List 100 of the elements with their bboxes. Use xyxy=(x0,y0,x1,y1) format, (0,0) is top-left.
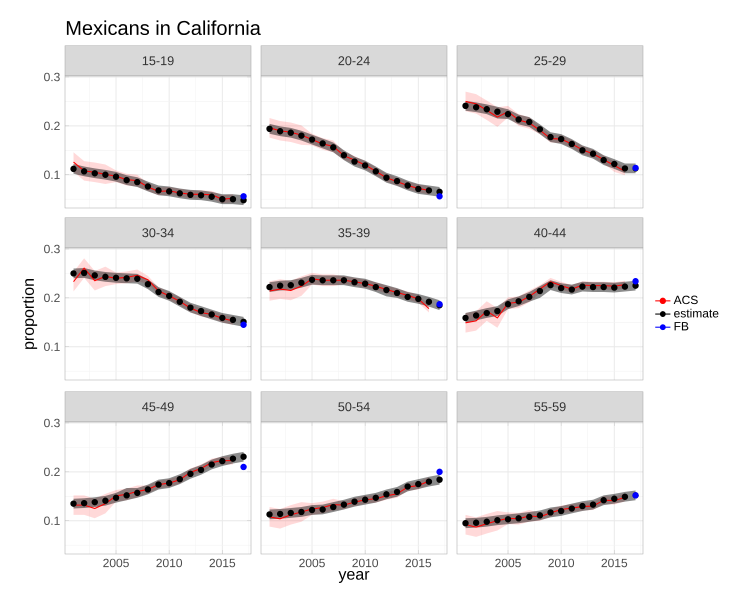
point xyxy=(426,187,432,194)
legend-label: FB xyxy=(674,322,688,330)
point xyxy=(504,110,512,118)
legend-label: estimate xyxy=(674,308,718,318)
point xyxy=(198,192,204,198)
point xyxy=(426,298,432,305)
point xyxy=(494,308,501,314)
chart-title: 55-59 xyxy=(534,402,566,412)
point xyxy=(102,498,109,504)
y-tick-label: 0.1 xyxy=(44,342,60,352)
point xyxy=(494,108,501,115)
point xyxy=(288,510,294,516)
point xyxy=(351,158,358,165)
y-axis-title: proportion xyxy=(22,279,38,349)
point xyxy=(266,511,273,518)
point xyxy=(590,150,596,157)
point xyxy=(558,136,564,142)
point xyxy=(330,504,336,510)
chart-title: 15-19 xyxy=(142,56,174,66)
point xyxy=(70,166,77,172)
chart-title: 45-49 xyxy=(142,402,174,412)
point xyxy=(319,506,326,513)
point xyxy=(600,497,607,504)
point xyxy=(276,510,284,518)
point xyxy=(70,270,77,277)
point xyxy=(372,494,379,501)
point xyxy=(187,192,194,198)
point xyxy=(144,486,152,493)
point xyxy=(590,501,596,508)
point xyxy=(166,292,172,300)
point xyxy=(134,490,140,496)
point xyxy=(579,502,586,510)
point xyxy=(568,140,575,148)
point xyxy=(319,140,326,147)
point xyxy=(404,294,411,300)
point xyxy=(298,508,305,516)
point xyxy=(319,277,326,284)
point xyxy=(70,500,77,507)
point xyxy=(504,516,512,522)
point xyxy=(166,188,172,195)
point xyxy=(330,277,336,284)
point xyxy=(240,193,247,200)
y-tick-label: 0.3 xyxy=(44,244,60,254)
point xyxy=(494,517,501,524)
point xyxy=(102,172,109,178)
point xyxy=(462,102,469,110)
point xyxy=(547,134,554,140)
point xyxy=(240,322,247,328)
point xyxy=(404,483,411,490)
point xyxy=(611,284,618,291)
text: Mexicans in California xyxy=(66,20,261,36)
point xyxy=(383,491,390,498)
y-tick-label: 0.2 xyxy=(44,122,60,130)
point xyxy=(340,152,348,158)
point xyxy=(622,494,628,500)
x-axis-title: year xyxy=(338,571,370,583)
point xyxy=(155,481,162,488)
point xyxy=(394,290,400,296)
chart-title: 20-24 xyxy=(338,56,370,66)
point xyxy=(536,512,544,519)
point xyxy=(340,277,348,284)
point xyxy=(80,168,88,175)
point xyxy=(547,282,554,288)
point xyxy=(166,480,172,486)
point xyxy=(92,498,98,506)
point xyxy=(515,298,522,304)
y-tick-label: 0.3 xyxy=(44,418,60,428)
point xyxy=(611,160,618,168)
point xyxy=(622,283,628,290)
x-tick-label: 2005 xyxy=(299,558,325,568)
point xyxy=(415,296,422,302)
point xyxy=(558,284,564,292)
point xyxy=(394,178,400,184)
point xyxy=(394,488,400,496)
x-tick-label: 2010 xyxy=(352,558,378,568)
point xyxy=(622,165,628,172)
point xyxy=(383,286,390,294)
point xyxy=(80,500,88,506)
point xyxy=(230,196,236,202)
point xyxy=(436,193,443,200)
point xyxy=(484,310,490,316)
point xyxy=(176,190,183,197)
point xyxy=(266,126,273,132)
x-tick-label: 2015 xyxy=(602,558,628,568)
chart-title: 25-29 xyxy=(534,56,566,66)
point xyxy=(230,316,236,324)
point xyxy=(515,515,522,522)
point xyxy=(579,147,586,154)
point xyxy=(276,282,284,289)
point xyxy=(187,470,194,478)
point xyxy=(134,178,140,186)
point xyxy=(155,288,162,296)
point xyxy=(80,270,88,276)
point xyxy=(547,509,554,516)
point xyxy=(144,280,152,288)
point xyxy=(112,494,120,501)
y-tick-label: 0.2 xyxy=(44,294,60,302)
point xyxy=(308,276,316,283)
point xyxy=(568,505,575,512)
point xyxy=(436,476,443,483)
